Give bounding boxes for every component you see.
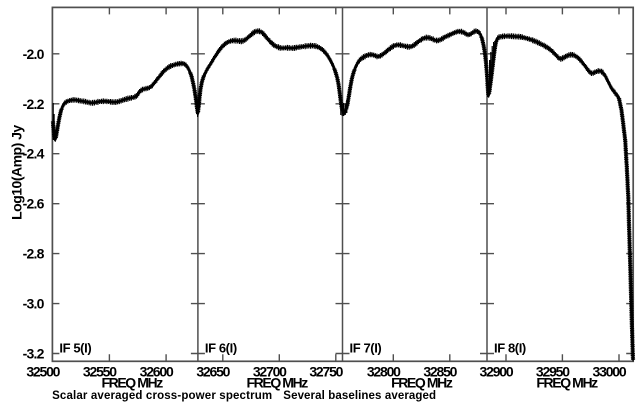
svg-text:32850: 32850	[423, 363, 457, 379]
svg-text:32750: 32750	[309, 363, 343, 379]
svg-text:32550: 32550	[83, 363, 117, 379]
svg-text:Scalar averaged cross-power sp: Scalar averaged cross-power spectrum	[52, 390, 272, 402]
svg-text:IF 7(I): IF 7(I)	[350, 340, 382, 355]
svg-text:IF 5(I): IF 5(I)	[59, 340, 91, 355]
svg-text:32900: 32900	[480, 363, 514, 379]
svg-text:-2.8: -2.8	[23, 246, 45, 262]
svg-text:-2.6: -2.6	[23, 196, 45, 212]
svg-text:32700: 32700	[253, 363, 287, 379]
svg-text:FREQ MHz: FREQ MHz	[391, 375, 453, 391]
svg-text:-3.2: -3.2	[23, 346, 45, 362]
svg-text:FREQ MHz: FREQ MHz	[247, 375, 309, 391]
svg-text:Log10(Amp) Jy: Log10(Amp) Jy	[9, 125, 25, 220]
svg-text:32500: 32500	[26, 363, 60, 379]
svg-text:FREQ MHz: FREQ MHz	[536, 375, 598, 391]
svg-text:-3.0: -3.0	[23, 296, 45, 312]
svg-text:Several baselines averaged: Several baselines averaged	[283, 390, 436, 402]
svg-text:-2.4: -2.4	[23, 146, 45, 162]
svg-text:32800: 32800	[367, 363, 401, 379]
svg-text:32950: 32950	[536, 363, 570, 379]
svg-text:-2.0: -2.0	[23, 46, 45, 62]
svg-text:-2.2: -2.2	[23, 96, 45, 112]
svg-text:IF 8(I): IF 8(I)	[494, 340, 526, 355]
svg-text:32600: 32600	[140, 363, 174, 379]
svg-text:33000: 33000	[593, 363, 627, 379]
svg-text:32650: 32650	[196, 363, 230, 379]
svg-text:IF 6(I): IF 6(I)	[205, 340, 237, 355]
svg-text:FREQ MHz: FREQ MHz	[101, 375, 163, 391]
